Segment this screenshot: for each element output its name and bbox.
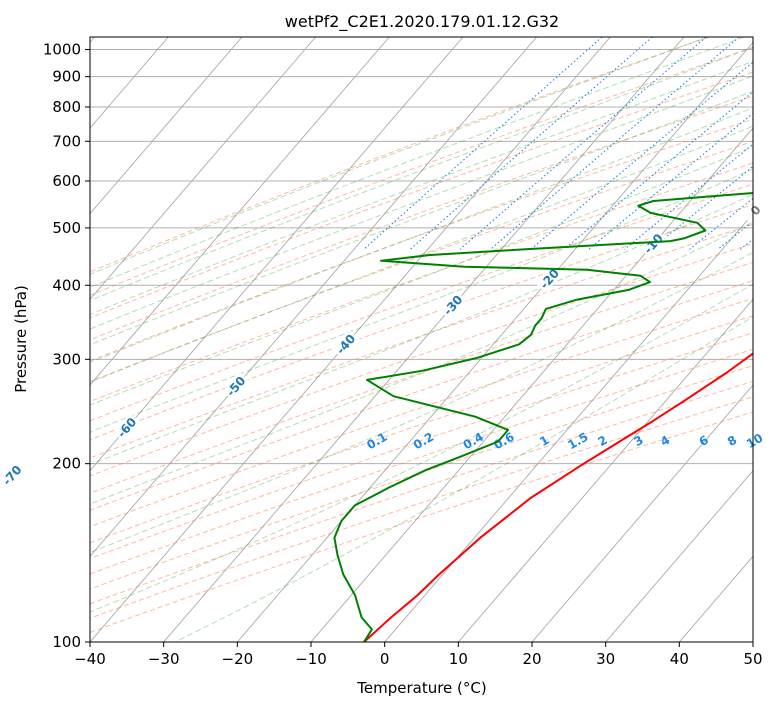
x-tick-label: 30: [596, 650, 615, 668]
moist-adiabat-line: [90, 37, 708, 275]
y-tick-label: 600: [52, 172, 81, 190]
isotherm-line: [457, 298, 753, 642]
y-tick-label: 900: [52, 68, 81, 86]
isotherm-label-bg: [535, 264, 564, 294]
dry-adiabat-line: [90, 261, 753, 494]
y-tick-label: 400: [52, 276, 81, 294]
x-tick-label: −20: [222, 650, 254, 668]
moist-adiabat-line: [174, 316, 753, 642]
mixing-ratio-label: 10: [744, 431, 765, 451]
profile-lines: [333, 192, 753, 642]
dry-adiabat-line: [90, 37, 710, 273]
x-tick-label: −10: [295, 650, 327, 668]
dry-adiabat-line: [90, 348, 753, 575]
y-tick-label: 700: [52, 132, 81, 150]
moist-adiabat-line: [90, 145, 753, 406]
dry-adiabat-line: [90, 71, 753, 319]
dry-adiabat-line: [90, 396, 753, 619]
dewpoint-profile-line: [333, 192, 753, 642]
background-lines: [90, 37, 775, 642]
x-tick-label: 50: [743, 650, 762, 668]
moist-adiabat-line: [90, 251, 753, 554]
isotherm-line: [236, 41, 753, 642]
dry-adiabat-line: [90, 380, 753, 605]
x-tick-label: 40: [670, 650, 689, 668]
mixing-ratio-line: [530, 61, 753, 250]
y-tick-label: 300: [52, 350, 81, 368]
mixing-ratio-line: [409, 37, 653, 250]
plot-frame: [89, 36, 754, 643]
mixing-ratio-line: [563, 91, 753, 250]
mixing-ratio-label: 4: [658, 433, 672, 449]
dry-adiabat-line: [90, 46, 753, 296]
isotherm-label-bg: [439, 290, 467, 320]
isotherm-label-bg: [639, 229, 668, 259]
y-tick-label: 800: [52, 98, 81, 116]
isotherm-label-bg: [741, 196, 770, 225]
isotherm-label-bg: [332, 329, 360, 359]
x-tick-label: 20: [522, 650, 541, 668]
dry-adiabat-line: [90, 365, 753, 590]
isotherm-line: [90, 37, 464, 472]
isotherm-line: [90, 37, 390, 386]
isotherm-line: [310, 127, 753, 642]
dry-adiabat-line: [90, 243, 753, 477]
moist-adiabat-line: [90, 60, 753, 315]
chart-title: wetPf2_C2E1.2020.179.01.12.G32: [285, 12, 559, 32]
moist-adiabat-line: [90, 168, 753, 433]
isotherm-line: [752, 641, 753, 642]
temperature-profile-line: [363, 352, 753, 642]
mixing-ratio-label: 0.6: [491, 430, 516, 453]
dry-adiabat-line: [90, 297, 753, 528]
dry-adiabat-line: [90, 95, 753, 341]
moist-adiabat-line: [90, 107, 753, 363]
isotherm-line: [678, 555, 753, 642]
y-axis-label: Pressure (hPa): [12, 285, 30, 393]
isotherm-label-bg: [113, 413, 141, 443]
y-tick-label: 1000: [43, 41, 81, 59]
mixing-ratio-label: 3: [632, 433, 646, 449]
moist-adiabat-line: [90, 37, 745, 288]
x-tick-label: −40: [74, 650, 106, 668]
dry-adiabat-line: [90, 315, 753, 544]
isotherm-line: [531, 384, 753, 642]
mixing-ratio-line: [588, 112, 753, 250]
isotherm-line: [384, 213, 753, 642]
mixing-ratio-line: [363, 37, 603, 250]
mixing-ratio-label: 0.2: [411, 430, 436, 453]
isotherm-label-bg: [0, 461, 26, 490]
mixing-ratio-line: [767, 37, 775, 249]
isotherm-line: [90, 37, 243, 215]
axes: −40 −30 −20 −10 0 10 20 30 40 5010020030040050060…: [43, 41, 763, 668]
mixing-ratio-label: 0.1: [364, 430, 389, 453]
dry-adiabat-line: [90, 332, 753, 560]
moist-adiabat-line: [90, 90, 753, 346]
x-axis-label: Temperature (°C): [356, 679, 486, 697]
isotherm-line: [90, 37, 537, 558]
dry-adiabat-line: [90, 411, 753, 633]
y-tick-label: 500: [52, 219, 81, 237]
moist-adiabat-line: [90, 221, 753, 505]
mixing-ratio-label: 8: [725, 433, 739, 449]
moist-adiabat-line: [90, 46, 753, 302]
dry-adiabat-line: [90, 162, 753, 403]
moist-adiabat-line: [90, 283, 753, 613]
isotherm-line: [605, 469, 753, 642]
isotherm-line: [163, 37, 685, 642]
y-tick-label: 200: [52, 455, 81, 473]
dry-adiabat-line: [90, 203, 753, 441]
isotherm-label-bg: [222, 372, 250, 401]
x-tick-label: 0: [380, 650, 390, 668]
x-tick-label: 10: [449, 650, 468, 668]
dry-adiabat-line: [90, 223, 753, 459]
y-tick-label: 100: [52, 633, 81, 651]
mixing-ratio-label: 6: [697, 433, 711, 449]
mixing-ratio-label: 1: [537, 433, 551, 449]
x-tick-label: −30: [148, 650, 180, 668]
dry-adiabat-line: [90, 118, 753, 362]
mixing-ratio-label: 2: [596, 433, 610, 449]
isotherm-line: [90, 37, 316, 301]
mixing-ratio-line: [459, 37, 707, 250]
